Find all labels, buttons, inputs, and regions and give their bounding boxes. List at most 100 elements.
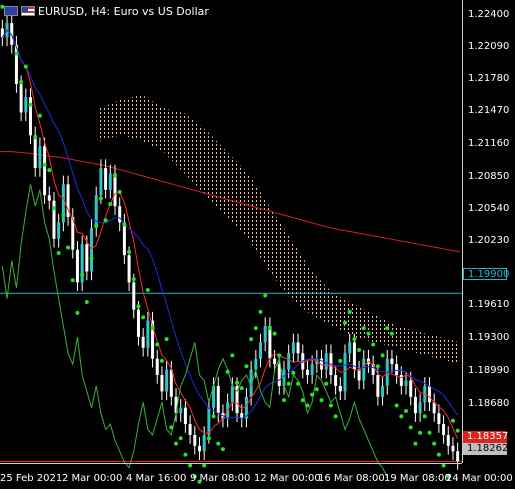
price-tick: 1.21160 bbox=[468, 138, 510, 149]
candle-body bbox=[338, 385, 342, 392]
parabolic-sar-dot bbox=[14, 51, 19, 56]
parabolic-sar-dot bbox=[286, 381, 291, 386]
price-tick: 1.19300 bbox=[468, 332, 510, 343]
candle-body bbox=[376, 375, 380, 397]
candle-body bbox=[446, 434, 450, 446]
candle-body bbox=[29, 97, 33, 136]
parabolic-sar-dot bbox=[33, 135, 38, 140]
candle-body bbox=[24, 97, 28, 113]
parabolic-sar-dot bbox=[28, 102, 33, 107]
hline-price-tag[interactable]: 1.19900 bbox=[463, 268, 509, 280]
parabolic-sar-dot bbox=[385, 326, 390, 331]
parabolic-sar-dot bbox=[122, 222, 127, 227]
parabolic-sar-dot bbox=[404, 408, 409, 413]
candle-body bbox=[413, 396, 417, 414]
candle-body bbox=[127, 255, 131, 283]
price-tick: 1.22400 bbox=[468, 9, 510, 20]
parabolic-sar-dot bbox=[333, 414, 338, 419]
candle-body bbox=[33, 135, 37, 168]
parabolic-sar-dot bbox=[418, 430, 423, 435]
candle-body bbox=[240, 413, 244, 419]
time-tick: 19 Mar 08:00 bbox=[384, 473, 451, 484]
price-axis-border bbox=[462, 0, 463, 463]
candle-body bbox=[277, 364, 281, 386]
candle-body bbox=[409, 380, 413, 397]
parabolic-sar-dot bbox=[0, 4, 5, 9]
candle-body bbox=[268, 325, 272, 359]
parabolic-sar-dot bbox=[413, 441, 418, 446]
parabolic-sar-dot bbox=[70, 278, 75, 283]
candle-body bbox=[141, 336, 145, 348]
candle-body bbox=[315, 358, 319, 365]
candle-body bbox=[259, 342, 263, 359]
parabolic-sar-dot bbox=[328, 403, 333, 408]
us-flag-icon bbox=[21, 6, 35, 16]
candle-body bbox=[43, 146, 47, 196]
parabolic-sar-dot bbox=[61, 212, 66, 217]
parabolic-sar-dot bbox=[394, 403, 399, 408]
candle-body bbox=[212, 385, 216, 408]
candle-body bbox=[404, 380, 408, 386]
candle-body bbox=[418, 402, 422, 414]
candle-body bbox=[348, 342, 352, 354]
candle-body bbox=[183, 407, 187, 425]
candle-body bbox=[57, 222, 61, 239]
parabolic-sar-dot bbox=[103, 218, 108, 223]
price-tick: 1.22090 bbox=[468, 41, 510, 52]
candle-body bbox=[324, 353, 328, 370]
parabolic-sar-dot bbox=[366, 331, 371, 336]
parabolic-sar-dot bbox=[56, 250, 61, 255]
parabolic-sar-dot bbox=[117, 189, 122, 194]
candle-body bbox=[230, 385, 234, 403]
candle-body bbox=[155, 358, 159, 376]
parabolic-sar-dot bbox=[197, 479, 202, 484]
candle-body bbox=[320, 358, 324, 370]
candle-body bbox=[197, 445, 201, 452]
parabolic-sar-dot bbox=[150, 326, 155, 331]
candle-body bbox=[456, 451, 460, 462]
parabolic-sar-dot bbox=[220, 447, 225, 452]
candle-body bbox=[104, 167, 108, 190]
candle-body bbox=[113, 173, 117, 207]
candle-body bbox=[352, 342, 356, 370]
price-tick: 1.21780 bbox=[468, 73, 510, 84]
time-tick: 16 Mar 08:00 bbox=[318, 473, 385, 484]
parabolic-sar-dot bbox=[192, 474, 197, 479]
parabolic-sar-dot bbox=[371, 342, 376, 347]
candle-body bbox=[244, 396, 248, 419]
parabolic-sar-dot bbox=[357, 347, 362, 352]
symbol-title: EURUSD, H4: Euro vs US Dollar bbox=[38, 4, 209, 18]
parabolic-sar-dot bbox=[188, 463, 193, 468]
parabolic-sar-dot bbox=[216, 441, 221, 446]
candle-body bbox=[193, 434, 197, 446]
parabolic-sar-dot bbox=[455, 428, 460, 433]
candle-body bbox=[52, 200, 56, 239]
parabolic-sar-dot bbox=[314, 387, 319, 392]
candle-body bbox=[216, 385, 220, 414]
candle-body bbox=[442, 424, 446, 435]
candle-body bbox=[146, 320, 150, 348]
parabolic-sar-dot bbox=[84, 300, 89, 305]
parabolic-sar-dot bbox=[230, 353, 235, 358]
parabolic-sar-dot bbox=[98, 196, 103, 201]
parabolic-sar-dot bbox=[42, 162, 47, 167]
candle-body bbox=[19, 84, 23, 113]
parabolic-sar-dot bbox=[310, 392, 315, 397]
parabolic-sar-dot bbox=[89, 256, 94, 261]
candle-body bbox=[179, 407, 183, 414]
candle-body bbox=[188, 424, 192, 435]
time-tick: 9 Mar 08:00 bbox=[190, 473, 251, 484]
candle-body bbox=[390, 358, 394, 365]
candle-body bbox=[427, 385, 431, 403]
parabolic-sar-dot bbox=[446, 474, 451, 479]
candle-body bbox=[282, 369, 286, 386]
candle-body bbox=[38, 146, 42, 168]
parabolic-sar-dot bbox=[80, 272, 85, 277]
parabolic-sar-dot bbox=[380, 353, 385, 358]
parabolic-sar-dot bbox=[450, 418, 455, 423]
parabolic-sar-dot bbox=[422, 414, 427, 419]
candle-body bbox=[174, 396, 178, 414]
candle-body bbox=[10, 23, 14, 45]
